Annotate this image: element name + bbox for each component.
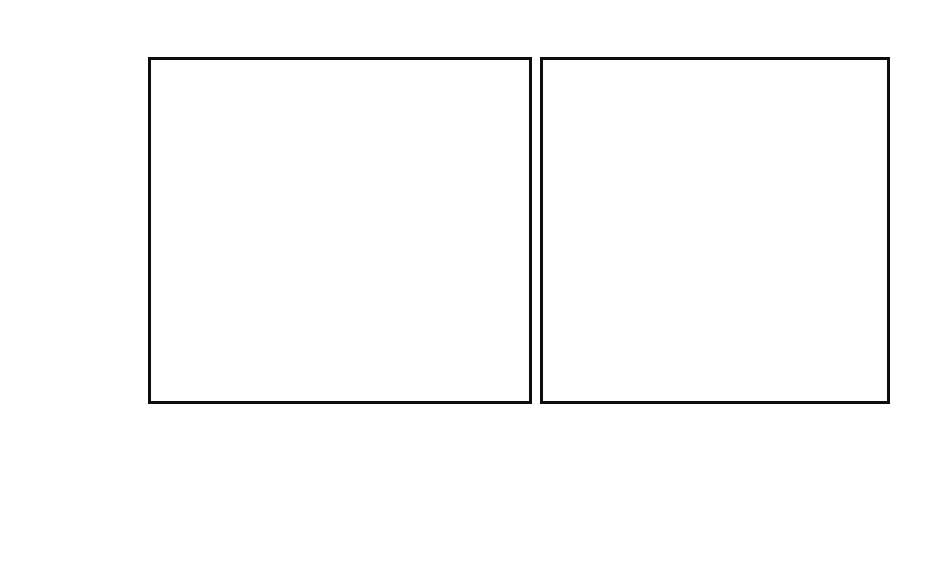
right-heatmap-panel	[540, 57, 890, 404]
left-heatmap-panel	[148, 57, 532, 404]
right-heatmap-canvas	[543, 60, 843, 210]
y-axis-title	[35, 28, 79, 428]
left-heatmap-canvas	[151, 60, 451, 210]
